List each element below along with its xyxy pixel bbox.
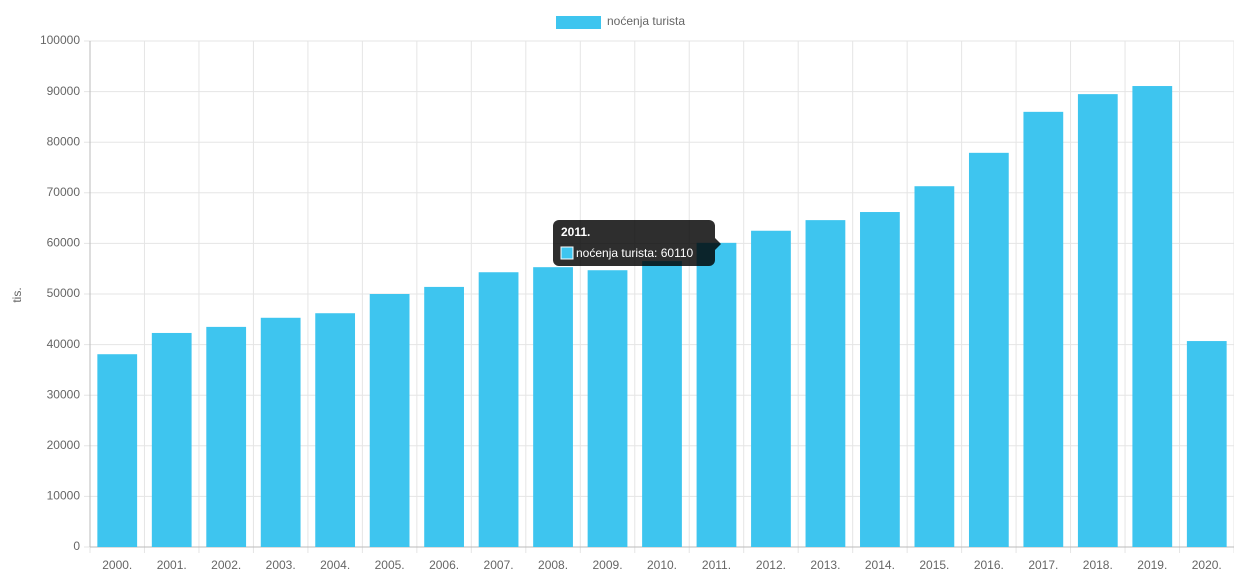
bar	[315, 313, 356, 547]
y-tick-label: 90000	[47, 84, 81, 98]
x-tick-label: 2002.	[211, 558, 241, 572]
bar	[1186, 341, 1227, 547]
x-tick-label: 2014.	[865, 558, 895, 572]
x-tick-label: 2000.	[102, 558, 132, 572]
bar	[97, 354, 138, 547]
y-tick-label: 80000	[47, 134, 81, 148]
bar	[968, 152, 1009, 548]
bar	[1023, 111, 1064, 547]
x-tick-label: 2009.	[593, 558, 623, 572]
bar	[1132, 86, 1173, 547]
bar	[533, 267, 573, 547]
x-tick-label: 2005.	[375, 558, 405, 572]
bar	[260, 317, 301, 547]
bar	[206, 326, 247, 547]
y-tick-label: 60000	[47, 236, 81, 250]
x-tick-label: 2007.	[484, 558, 514, 572]
x-tick-label: 2015.	[919, 558, 949, 572]
legend-label: noćenja turista	[607, 14, 685, 28]
x-tick-label: 2008.	[538, 558, 568, 572]
bar	[860, 212, 900, 547]
x-tick-label: 2010.	[647, 558, 677, 572]
x-tick-label: 2004.	[320, 558, 350, 572]
tooltip-title: 2011.	[561, 225, 590, 239]
bar	[478, 272, 519, 547]
x-tick-label: 2001.	[157, 558, 187, 572]
x-tick-label: 2006.	[429, 558, 459, 572]
x-tick-label: 2011.	[702, 558, 731, 572]
tooltip-caret	[715, 238, 721, 250]
bar	[914, 186, 955, 548]
legend-swatch	[556, 16, 601, 29]
x-tick-label: 2019.	[1137, 558, 1167, 572]
bar	[696, 242, 737, 548]
x-tick-label: 2003.	[266, 558, 296, 572]
tooltip-box	[553, 220, 715, 266]
y-tick-label: 50000	[47, 286, 81, 300]
legend: noćenja turista	[556, 14, 685, 29]
bar	[587, 270, 628, 547]
y-tick-label: 40000	[47, 337, 81, 351]
x-tick-label: 2020.	[1192, 558, 1222, 572]
bar	[805, 220, 846, 547]
x-tick-label: 2017.	[1028, 558, 1058, 572]
y-tick-label: 100000	[40, 33, 80, 47]
tooltip-swatch	[560, 246, 574, 260]
y-tick-label: 70000	[47, 185, 81, 199]
tooltip: 2011. noćenja turista: 60110	[553, 220, 721, 266]
y-axis-label: tis.	[10, 287, 24, 302]
x-tick-label: 2013.	[810, 558, 840, 572]
y-tick-label: 20000	[47, 438, 81, 452]
x-tick-label: 2018.	[1083, 558, 1113, 572]
x-tick-label: 2016.	[974, 558, 1004, 572]
bar	[1077, 94, 1118, 547]
bar	[424, 286, 464, 547]
y-tick-label: 30000	[47, 387, 81, 401]
bar	[751, 230, 791, 547]
bar	[151, 332, 192, 547]
tooltip-text: noćenja turista: 60110	[576, 246, 694, 260]
bar	[369, 294, 410, 547]
bar	[642, 261, 682, 547]
x-tick-label: 2012.	[756, 558, 786, 572]
y-tick-label: 10000	[47, 489, 81, 503]
y-tick-label: 0	[73, 539, 80, 553]
